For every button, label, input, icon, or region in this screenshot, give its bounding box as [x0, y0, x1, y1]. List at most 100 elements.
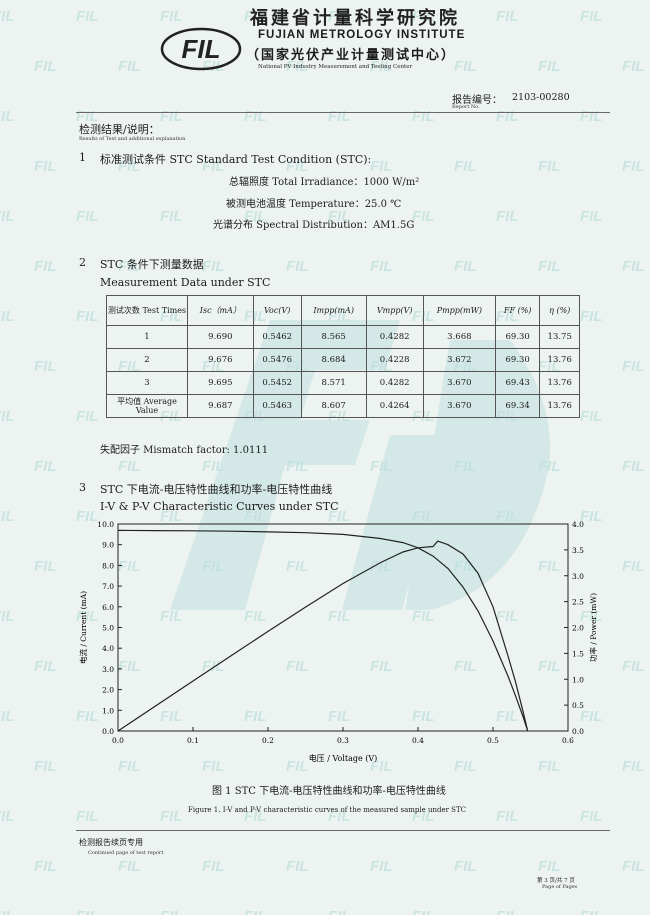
watermark-logo: FIL [580, 308, 603, 325]
table-cell: 9.687 [187, 394, 254, 418]
section3-title-en: I-V & P-V Characteristic Curves under ST… [100, 500, 339, 513]
table-header-cell: η (%) [539, 295, 580, 326]
table-cell: 8.684 [300, 348, 367, 372]
table-cell: 69.34 [494, 394, 541, 418]
watermark-logo: FIL [0, 108, 15, 125]
watermark-logo: FIL [622, 358, 645, 375]
table-cell: 8.571 [300, 371, 367, 395]
table-header-cell: FF (%) [494, 295, 541, 326]
watermark-logo: FIL [160, 208, 183, 225]
section3-title-cn: STC 下电流-电压特性曲线和功率-电压特性曲线 [100, 483, 333, 496]
watermark-logo: FIL [0, 8, 15, 25]
watermark-logo: FIL [412, 208, 435, 225]
watermark-logo: FIL [622, 58, 645, 75]
org-name-en: FUJIAN METROLOGY INSTITUTE [258, 29, 466, 41]
watermark-logo: FIL [496, 8, 519, 25]
table-cell: 2 [106, 348, 188, 372]
table-cell: 69.30 [494, 325, 541, 349]
watermark-logo: FIL [286, 858, 309, 875]
table-cell: 0.5452 [252, 371, 302, 395]
watermark-logo: FIL [454, 58, 477, 75]
watermark-logo: FIL [34, 158, 57, 175]
watermark-logo: FIL [34, 858, 57, 875]
y-tick-label: 6.0 [102, 603, 114, 612]
y2-tick-label: 2.0 [572, 624, 584, 633]
y2-tick-label: 0.5 [572, 701, 584, 710]
watermark-logo: FIL [286, 258, 309, 275]
y-tick-label: 0.0 [102, 727, 114, 736]
watermark-logo: FIL [34, 58, 57, 75]
watermark-logo: FIL [76, 308, 99, 325]
watermark-logo: FIL [496, 908, 519, 915]
watermark-logo: FIL [538, 258, 561, 275]
table-header-cell: Impp(mA) [300, 295, 367, 326]
table-cell: 9.690 [187, 325, 254, 349]
fil-logo: FIL [160, 27, 242, 71]
mismatch-factor: 失配因子 Mismatch factor: 1.0111 [100, 445, 269, 456]
watermark-logo: FIL [454, 158, 477, 175]
watermark-logo: FIL [160, 908, 183, 915]
section2-title-en: Measurement Data under STC [100, 276, 271, 289]
watermark-logo: FIL [76, 208, 99, 225]
table-cell: 13.76 [539, 394, 580, 418]
y2-tick-label: 2.5 [572, 598, 584, 607]
table-cell: 3.672 [422, 348, 496, 372]
watermark-logo: FIL [76, 908, 99, 915]
table-cell: 69.43 [494, 371, 541, 395]
watermark-logo: FIL [538, 858, 561, 875]
watermark-logo: FIL [580, 908, 603, 915]
watermark-logo: FIL [76, 8, 99, 25]
watermark-logo: FIL [454, 258, 477, 275]
watermark-logo: FIL [328, 908, 351, 915]
watermark-logo: FIL [286, 458, 309, 475]
section3-number: 3 [79, 481, 86, 494]
watermark-logo: FIL [622, 758, 645, 775]
watermark-logo: FIL [76, 408, 99, 425]
report-number-label: 报告编号： [452, 95, 502, 106]
report-number-label-en: Report No. [452, 104, 480, 110]
figure-caption-en: Figure 1. I-V and P-V characteristic cur… [188, 806, 467, 814]
watermark-logo: FIL [244, 908, 267, 915]
y-tick-label: 10.0 [97, 520, 114, 529]
watermark-logo: FIL [118, 858, 141, 875]
table-cell: 0.5476 [252, 348, 302, 372]
table-cell: 0.4282 [365, 371, 424, 395]
table-cell: 0.4264 [365, 394, 424, 418]
y-tick-label: 4.0 [102, 644, 114, 653]
footer-left-cn: 检测报告续页专用 [79, 838, 143, 847]
watermark-logo: FIL [0, 208, 15, 225]
table-cell: 13.76 [539, 348, 580, 372]
watermark-logo: FIL [0, 908, 15, 915]
footer-divider [76, 830, 610, 831]
header-divider [76, 112, 610, 113]
watermark-logo: FIL [118, 458, 141, 475]
report-number: 2103-00280 [512, 92, 570, 103]
y-tick-label: 1.0 [102, 706, 114, 715]
pv-curve-line [117, 540, 529, 732]
watermark-logo: FIL [244, 108, 267, 125]
x-tick-label: 0.1 [187, 736, 199, 745]
table-cell: 3 [106, 371, 188, 395]
y2-tick-label: 1.5 [572, 649, 584, 658]
center-name-cn: （国家光伏产业计量测试中心） [246, 48, 457, 63]
table-header-cell: Isc（mA） [187, 295, 254, 326]
plot-frame [117, 523, 569, 732]
watermark-logo: FIL [580, 808, 603, 825]
y2-axis-label: 功率 / Power (mW) [588, 593, 598, 662]
y-axis-label: 电流 / Current (mA) [78, 591, 88, 664]
x-tick-label: 0.3 [337, 736, 349, 745]
watermark-logo: FIL [580, 108, 603, 125]
watermark-logo: FIL [202, 458, 225, 475]
x-axis-label: 电压 / Voltage (V) [309, 753, 378, 763]
y-tick-label: 3.0 [102, 665, 114, 674]
watermark-logo: FIL [370, 258, 393, 275]
x-tick-label: 0.4 [412, 736, 424, 745]
section2-number: 2 [79, 256, 86, 269]
watermark-logo: FIL [580, 8, 603, 25]
watermark-logo: FIL [580, 208, 603, 225]
y2-tick-label: 3.0 [572, 572, 584, 581]
watermark-logo: FIL [580, 408, 603, 425]
table-header-cell: 测试次数 Test Times [106, 295, 188, 326]
table-row: 3 9.695 0.5452 8.571 0.4282 3.670 69.43 … [106, 371, 580, 395]
